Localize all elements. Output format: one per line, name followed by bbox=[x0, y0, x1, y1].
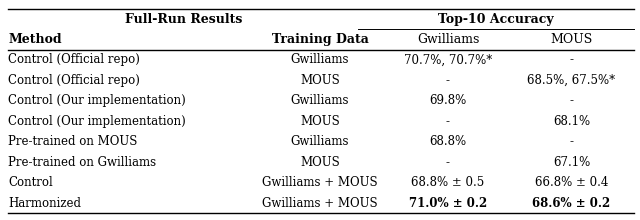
Text: MOUS: MOUS bbox=[300, 115, 340, 128]
Text: Gwilliams: Gwilliams bbox=[291, 53, 349, 66]
Text: -: - bbox=[570, 135, 573, 148]
Text: Pre-trained on MOUS: Pre-trained on MOUS bbox=[8, 135, 138, 148]
Text: Full-Run Results: Full-Run Results bbox=[125, 13, 242, 26]
Text: Control (Our implementation): Control (Our implementation) bbox=[8, 94, 186, 107]
Text: 68.1%: 68.1% bbox=[553, 115, 590, 128]
Text: MOUS: MOUS bbox=[300, 74, 340, 87]
Text: Control (Our implementation): Control (Our implementation) bbox=[8, 115, 186, 128]
Text: Gwilliams: Gwilliams bbox=[291, 94, 349, 107]
Text: 69.8%: 69.8% bbox=[429, 94, 467, 107]
Text: Method: Method bbox=[8, 33, 62, 46]
Text: 71.0% ± 0.2: 71.0% ± 0.2 bbox=[409, 197, 487, 210]
Text: -: - bbox=[446, 156, 450, 169]
Text: -: - bbox=[446, 115, 450, 128]
Text: 66.8% ± 0.4: 66.8% ± 0.4 bbox=[535, 176, 608, 189]
Text: -: - bbox=[570, 53, 573, 66]
Text: Gwilliams: Gwilliams bbox=[291, 135, 349, 148]
Text: Training Data: Training Data bbox=[271, 33, 369, 46]
Text: 70.7%, 70.7%*: 70.7%, 70.7%* bbox=[404, 53, 492, 66]
Text: Harmonized: Harmonized bbox=[8, 197, 81, 210]
Text: 68.5%, 67.5%*: 68.5%, 67.5%* bbox=[527, 74, 616, 87]
Text: Gwilliams: Gwilliams bbox=[417, 33, 479, 46]
Text: 67.1%: 67.1% bbox=[553, 156, 590, 169]
Text: 68.8% ± 0.5: 68.8% ± 0.5 bbox=[412, 176, 484, 189]
Text: Gwilliams + MOUS: Gwilliams + MOUS bbox=[262, 176, 378, 189]
Text: 68.6% ± 0.2: 68.6% ± 0.2 bbox=[532, 197, 611, 210]
Text: 68.8%: 68.8% bbox=[429, 135, 467, 148]
Text: -: - bbox=[570, 94, 573, 107]
Text: Control: Control bbox=[8, 176, 53, 189]
Text: MOUS: MOUS bbox=[300, 156, 340, 169]
Text: Control (Official repo): Control (Official repo) bbox=[8, 53, 140, 66]
Text: -: - bbox=[446, 74, 450, 87]
Text: Top-10 Accuracy: Top-10 Accuracy bbox=[438, 13, 554, 26]
Text: Pre-trained on Gwilliams: Pre-trained on Gwilliams bbox=[8, 156, 156, 169]
Text: Control (Official repo): Control (Official repo) bbox=[8, 74, 140, 87]
Text: Gwilliams + MOUS: Gwilliams + MOUS bbox=[262, 197, 378, 210]
Text: MOUS: MOUS bbox=[550, 33, 593, 46]
